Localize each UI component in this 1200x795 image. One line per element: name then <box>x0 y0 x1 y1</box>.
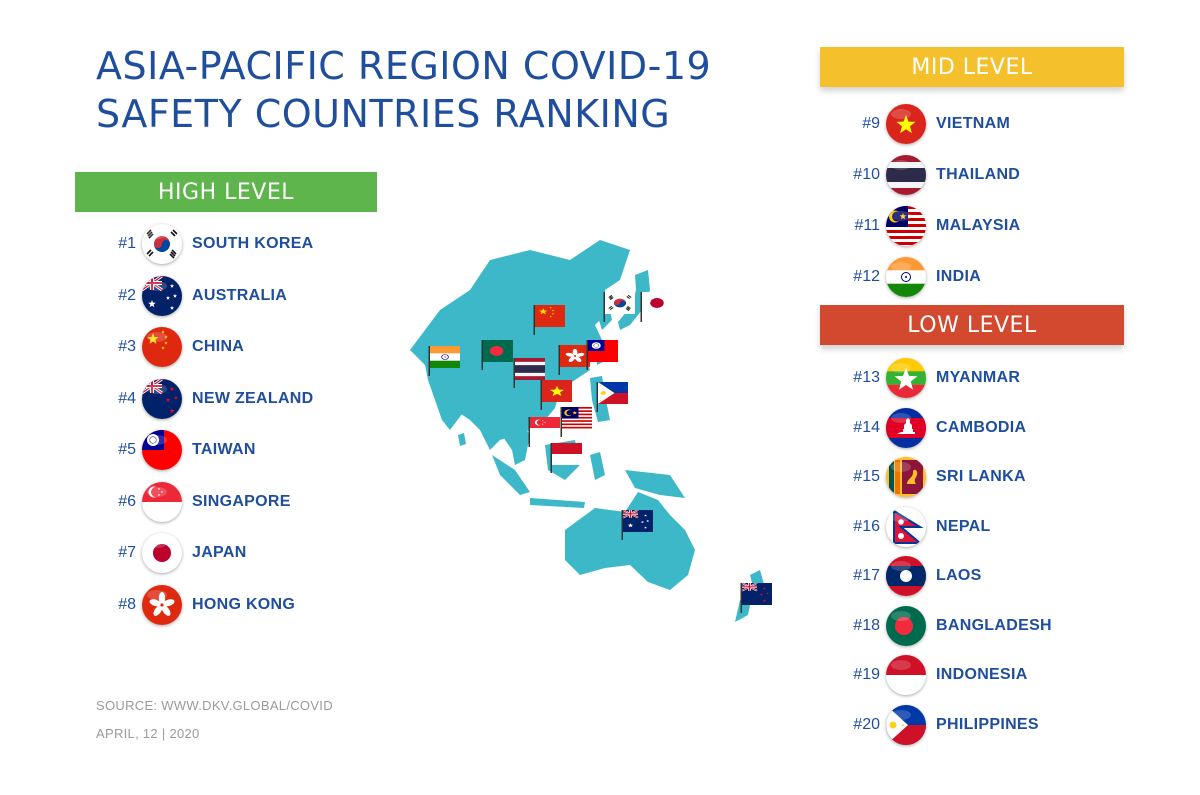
flag-np-icon <box>886 506 926 547</box>
high-rank-row: #6 SINGAPORE <box>96 481 291 523</box>
title-line-2: SAFETY COUNTRIES RANKING <box>96 92 671 136</box>
source-text: SOURCE: WWW.DKV.GLOBAL/COVID <box>96 698 333 713</box>
rank-number: #17 <box>853 567 880 584</box>
flag-in-icon <box>886 257 926 297</box>
country-name: CHINA <box>192 338 245 355</box>
country-name: INDONESIA <box>936 666 1028 683</box>
flag-la-icon <box>886 556 926 596</box>
low-rank-row: #20 PHILIPPINES <box>840 704 1039 746</box>
title-line-1: ASIA-PACIFIC REGION COVID-19 <box>96 44 712 88</box>
country-name: TAIWAN <box>192 441 256 458</box>
page-title: ASIA-PACIFIC REGION COVID-19 SAFETY COUN… <box>96 42 711 138</box>
low-level-banner: LOW LEVEL <box>820 305 1124 345</box>
mid-rank-row: #9 VIETNAM <box>840 103 1010 145</box>
rank-number: #19 <box>853 666 880 683</box>
low-rank-row: #19 INDONESIA <box>840 654 1028 696</box>
asia-pacific-map <box>410 240 772 622</box>
low-rank-row: #16 NEPAL <box>840 506 991 548</box>
high-rank-row: #2 AUSTRALIA <box>96 275 287 317</box>
country-name: BANGLADESH <box>936 616 1052 634</box>
country-name: MALAYSIA <box>936 217 1021 234</box>
date-text: APRIL, 12 | 2020 <box>96 726 200 741</box>
low-rank-row: #18 BANGLADESH <box>840 605 1052 647</box>
flag-sg-icon <box>142 481 182 522</box>
mid-rank-row: #10 THAILAND <box>840 154 1020 196</box>
high-rank-row: #3 CHINA <box>96 326 244 368</box>
mid-level-banner: MID LEVEL <box>820 47 1124 87</box>
country-name: PHILIPPINES <box>936 715 1039 733</box>
country-name: AUSTRALIA <box>192 286 288 304</box>
flag-kr-icon <box>142 224 182 264</box>
flag-id-icon <box>886 655 926 695</box>
country-name: VIETNAM <box>936 115 1011 132</box>
flag-nz-icon <box>142 378 182 419</box>
rank-number: #3 <box>118 338 136 355</box>
flag-jp-icon <box>142 533 182 573</box>
mid-rank-row: #11 MALAYSIA <box>840 205 1021 247</box>
rank-number: #13 <box>853 369 880 386</box>
flag-ph-icon <box>886 704 926 745</box>
country-name: SINGAPORE <box>192 492 291 510</box>
flag-vn-icon <box>886 104 926 144</box>
rank-number: #20 <box>853 715 880 733</box>
low-rank-row: #17 LAOS <box>840 555 982 597</box>
high-level-banner: HIGH LEVEL <box>75 172 377 212</box>
country-name: SOUTH KOREA <box>192 235 314 252</box>
country-name: CAMBODIA <box>936 418 1027 436</box>
low-rank-row: #14 CAMBODIA <box>840 407 1026 449</box>
rank-number: #18 <box>853 616 880 634</box>
flag-kh-icon <box>886 407 926 448</box>
rank-number: #4 <box>118 389 136 407</box>
country-name: NEW ZEALAND <box>192 389 314 407</box>
rank-number: #10 <box>853 166 880 183</box>
flag-th-icon <box>886 155 926 195</box>
rank-number: #14 <box>853 418 880 436</box>
flag-tw-icon <box>142 430 182 470</box>
rank-number: #8 <box>118 595 136 613</box>
high-rank-row: #8 HONG KONG <box>96 584 295 626</box>
rank-number: #1 <box>118 235 136 252</box>
flag-cn-icon <box>142 327 182 367</box>
flag-hk-icon <box>142 584 182 625</box>
flag-lk-icon <box>886 457 926 497</box>
mid-rank-row: #12 INDIA <box>840 256 981 298</box>
rank-number: #6 <box>118 492 136 510</box>
rank-number: #15 <box>853 468 880 485</box>
rank-number: #9 <box>862 115 880 132</box>
flag-au-icon <box>142 275 182 316</box>
country-name: THAILAND <box>936 166 1021 183</box>
high-rank-row: #1 SOUTH KOREA <box>96 223 314 265</box>
rank-number: #2 <box>118 286 136 304</box>
country-name: JAPAN <box>192 544 247 561</box>
flag-bd-icon <box>886 605 926 646</box>
flag-mm-icon <box>886 358 926 398</box>
country-name: SRI LANKA <box>936 468 1026 485</box>
flag-my-icon <box>886 206 926 246</box>
rank-number: #5 <box>118 441 136 458</box>
rank-number: #7 <box>118 544 136 561</box>
low-rank-row: #15 SRI LANKA <box>840 456 1026 498</box>
country-name: LAOS <box>936 567 982 584</box>
low-rank-row: #13 MYANMAR <box>840 357 1020 399</box>
high-rank-row: #4 NEW ZEALAND <box>96 378 314 420</box>
country-name: MYANMAR <box>936 369 1021 386</box>
rank-number: #11 <box>854 217 880 234</box>
country-name: INDIA <box>936 268 982 285</box>
country-name: HONG KONG <box>192 595 296 613</box>
country-name: NEPAL <box>936 517 991 535</box>
rank-number: #16 <box>853 517 880 535</box>
rank-number: #12 <box>853 268 880 285</box>
high-rank-row: #5 TAIWAN <box>96 429 256 471</box>
high-rank-row: #7 JAPAN <box>96 532 247 574</box>
